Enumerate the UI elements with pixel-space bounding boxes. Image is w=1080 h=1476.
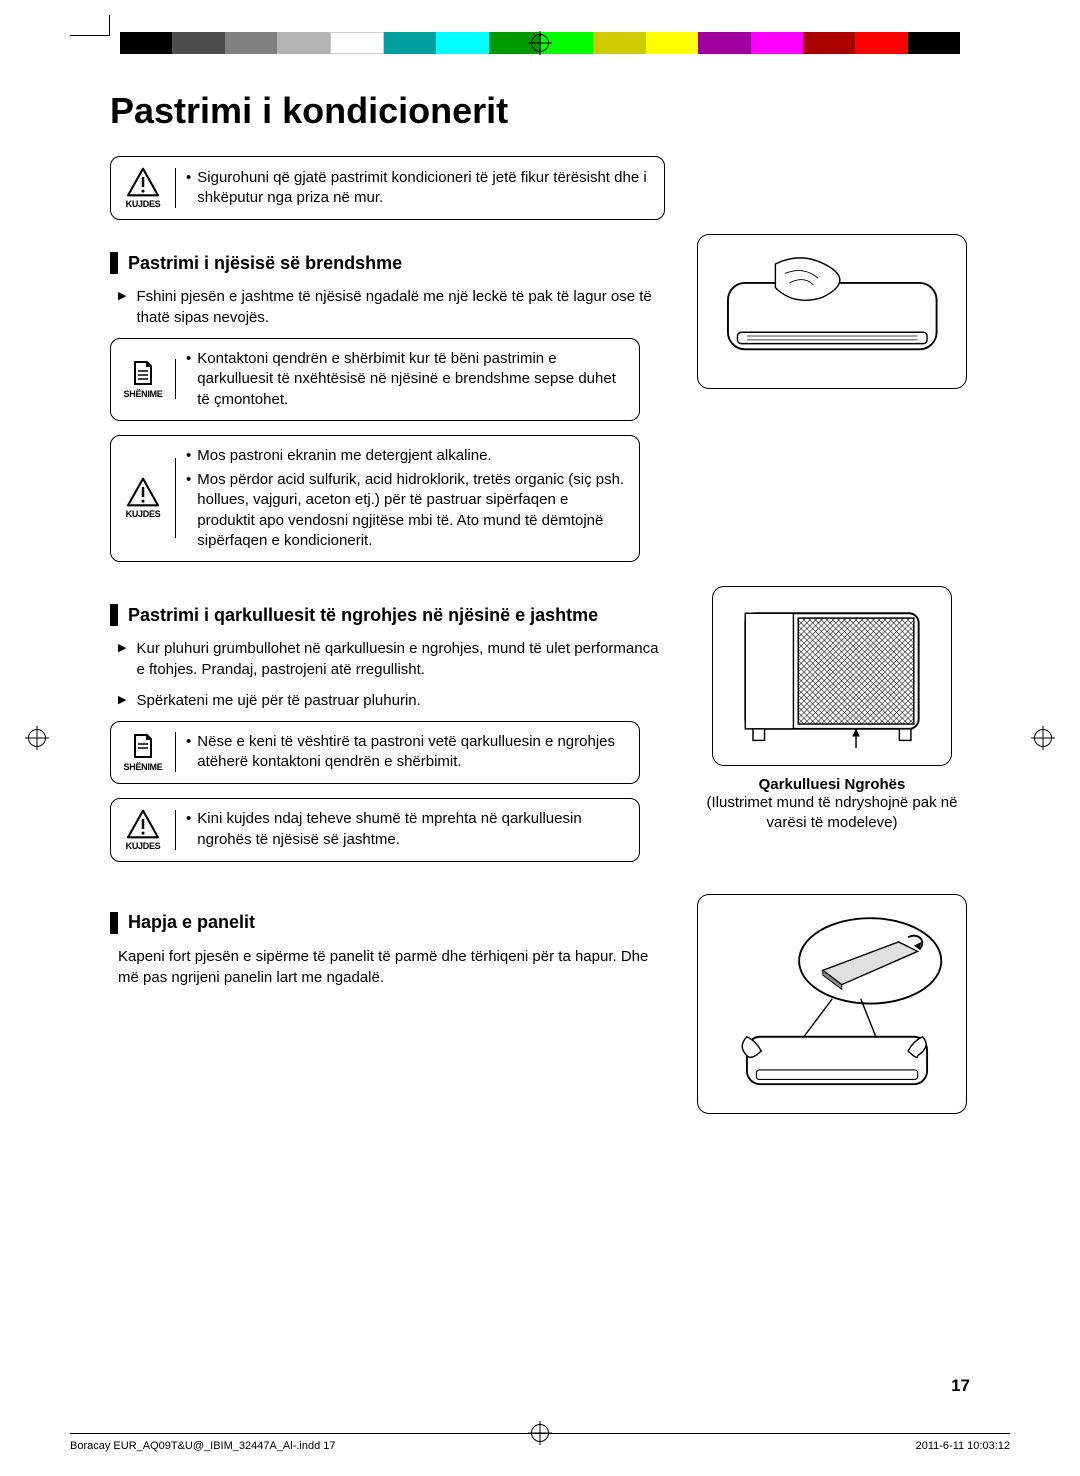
heading-bar-icon [110, 252, 118, 274]
caution-text: Sigurohuni që gjatë pastrimit kondicione… [186, 168, 650, 209]
note-box: SHËNIME Nëse e keni të vështirë ta pastr… [110, 721, 640, 784]
instruction-item: Fshini pjesën e jashtme të njësisë ngada… [118, 286, 670, 328]
note-text: Nëse e keni të vështirë ta pastroni vetë… [186, 732, 625, 773]
divider [175, 810, 176, 850]
instruction-item: Kur pluhuri grumbullohet në qarkulluesin… [118, 638, 670, 680]
section-heading: Pastrimi i qarkulluesit të ngrohjes në n… [110, 604, 670, 626]
section3-left: Hapja e panelit Kapeni fort pjesën e sip… [110, 894, 670, 998]
caution-label: KUJDES [126, 841, 161, 851]
caution-icon-col: KUJDES [121, 809, 165, 851]
instruction-item: Spërkateni me ujë për të pastruar pluhur… [118, 690, 670, 711]
panel-open-illustration [697, 894, 967, 1114]
section3-body: Kapeni fort pjesën e sipërme të panelit … [118, 946, 670, 988]
section-heading: Pastrimi i njësisë së brendshme [110, 252, 670, 274]
registration-mark-icon [531, 34, 549, 52]
page-title: Pastrimi i kondicionerit [110, 90, 970, 132]
caution-icon-col: KUJDES [121, 477, 165, 519]
heading-text: Pastrimi i njësisë së brendshme [128, 253, 402, 274]
indoor-unit-illustration [697, 234, 967, 389]
page-content: Pastrimi i kondicionerit KUJDES Sigurohu… [110, 90, 970, 1396]
print-footer: Boracay EUR_AQ09T&U@_IBIM_32447A_Al-.ind… [70, 1433, 1010, 1452]
panel-open-icon [709, 904, 956, 1103]
caution-body-text: Sigurohuni që gjatë pastrimit kondicione… [197, 168, 650, 209]
caution-icon-col: KUJDES [121, 167, 165, 209]
section1-illustration [694, 234, 970, 399]
note-label: SHËNIME [124, 389, 163, 399]
document-icon [129, 359, 157, 387]
section-panel-open: Hapja e panelit Kapeni fort pjesën e sip… [110, 894, 970, 1124]
section2-illustration: Qarkulluesi Ngrohës (Ilustrimet mund të … [694, 586, 970, 834]
divider [175, 458, 176, 538]
heading-text: Pastrimi i qarkulluesit të ngrohjes në n… [128, 605, 598, 626]
registration-mark-icon [28, 729, 46, 747]
warning-icon [126, 809, 160, 839]
heading-bar-icon [110, 604, 118, 626]
registration-mark-icon [1034, 729, 1052, 747]
heading-text: Hapja e panelit [128, 912, 255, 933]
footer-file-info: Boracay EUR_AQ09T&U@_IBIM_32447A_Al-.ind… [70, 1440, 336, 1452]
crop-mark [70, 35, 110, 36]
page-number: 17 [951, 1376, 970, 1396]
caution-box: KUJDES Sigurohuni që gjatë pastrimit kon… [110, 156, 665, 220]
illustration-caption-title: Qarkulluesi Ngrohës [759, 776, 906, 793]
divider [175, 732, 176, 772]
outdoor-unit-illustration [712, 586, 952, 766]
note-label: SHËNIME [124, 762, 163, 772]
caution-box: KUJDES Mos pastroni ekranin me detergjen… [110, 435, 640, 562]
warning-icon [126, 167, 160, 197]
caution-box: KUJDES Kini kujdes ndaj teheve shumë të … [110, 798, 640, 862]
caution-text: Kini kujdes ndaj teheve shumë të mprehta… [186, 809, 625, 850]
warning-icon [126, 477, 160, 507]
caution-text: Mos pastroni ekranin me detergjent alkal… [186, 446, 625, 551]
divider [175, 168, 176, 208]
divider [175, 359, 176, 399]
ac-unit-cloth-icon [709, 245, 956, 378]
section3-illustration [694, 894, 970, 1124]
section1-left: Pastrimi i njësisë së brendshme Fshini p… [110, 234, 670, 576]
note-text: Kontaktoni qendrën e shërbimit kur të bë… [186, 349, 625, 410]
note-icon-col: SHËNIME [121, 359, 165, 399]
section-heading: Hapja e panelit [110, 912, 670, 934]
footer-timestamp: 2011-6-11 10:03:12 [916, 1440, 1010, 1452]
note-icon-col: SHËNIME [121, 732, 165, 772]
caution-label: KUJDES [126, 199, 161, 209]
section-outdoor-unit: Pastrimi i qarkulluesit të ngrohjes në n… [110, 586, 970, 876]
section2-left: Pastrimi i qarkulluesit të ngrohjes në n… [110, 586, 670, 876]
note-box: SHËNIME Kontaktoni qendrën e shërbimit k… [110, 338, 640, 421]
outdoor-unit-icon [726, 594, 938, 758]
caution-label: KUJDES [126, 509, 161, 519]
document-icon [129, 732, 157, 760]
section-indoor-unit: Pastrimi i njësisë së brendshme Fshini p… [110, 234, 970, 576]
heading-bar-icon [110, 912, 118, 934]
illustration-caption: (Ilustrimet mund të ndryshojnë pak në va… [694, 793, 970, 834]
